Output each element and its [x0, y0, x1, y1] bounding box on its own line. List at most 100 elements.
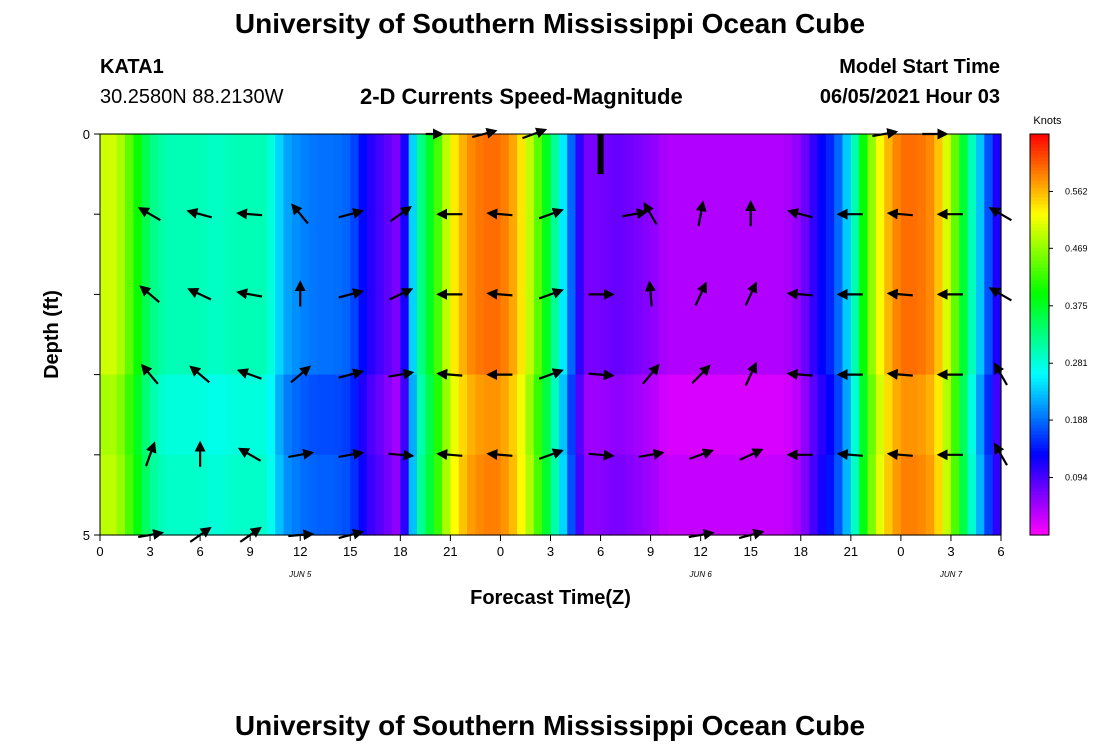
- colorbar-segment: [1030, 504, 1049, 509]
- heatmap-cell: [300, 454, 310, 536]
- heatmap-cell: [300, 134, 310, 215]
- heatmap-cell: [859, 134, 869, 215]
- colorbar-segment: [1030, 448, 1049, 453]
- x-axis-title: Forecast Time(Z): [470, 587, 631, 609]
- heatmap-cell: [884, 134, 894, 215]
- heatmap-cell: [967, 294, 977, 376]
- heatmap-cell: [884, 454, 894, 536]
- heatmap-cell: [467, 214, 477, 295]
- colorbar-segment: [1030, 481, 1049, 486]
- colorbar-segment: [1030, 184, 1049, 189]
- heatmap-cell: [825, 374, 835, 456]
- heatmap-cell: [283, 294, 293, 376]
- heatmap-cell: [734, 374, 743, 456]
- current-vector-arrow: [338, 288, 365, 299]
- heatmap-cell: [425, 214, 435, 295]
- heatmap-cell: [950, 374, 960, 456]
- heatmap-cell: [842, 134, 852, 215]
- colorbar-segment: [1030, 154, 1049, 158]
- colorbar-segment: [1030, 254, 1049, 259]
- x-tick-label: 0: [897, 544, 904, 559]
- heatmap-cell: [892, 294, 902, 376]
- colorbar-segment: [1030, 314, 1049, 319]
- heatmap-cell: [583, 134, 593, 215]
- colorbar-tick-label: 0.188: [1065, 415, 1088, 425]
- heatmap-cell: [391, 214, 401, 295]
- heatmap-cell: [809, 214, 819, 295]
- heatmap-cell: [558, 214, 568, 295]
- colorbar-segment: [1030, 210, 1049, 215]
- heatmap-cell: [884, 294, 894, 376]
- colorbar-segment: [1030, 518, 1049, 523]
- heatmap-cell: [250, 454, 260, 536]
- colorbar-segment: [1030, 304, 1049, 309]
- heatmap-cell: [241, 454, 251, 536]
- colorbar-segment: [1030, 397, 1049, 402]
- colorbar-segment: [1030, 411, 1049, 416]
- heatmap-cell: [425, 374, 435, 456]
- heatmap-cell: [108, 134, 118, 215]
- heatmap-cell: [683, 294, 693, 376]
- heatmap-cell: [767, 214, 777, 295]
- colorbar-unit-label: Knots: [1033, 115, 1062, 127]
- heatmap-cell: [875, 454, 885, 536]
- current-vector-arrow: [538, 207, 564, 220]
- colorbar-segment: [1030, 458, 1049, 463]
- heatmap-cell: [358, 214, 368, 295]
- heatmap-cell: [316, 214, 326, 295]
- heatmap-cell: [658, 454, 668, 536]
- heatmap-cell: [166, 214, 176, 295]
- heatmap-cell: [517, 374, 527, 456]
- heatmap-cell: [266, 294, 276, 376]
- heatmap-cell: [116, 214, 126, 295]
- heatmap-cell: [642, 134, 652, 215]
- heatmap-cell: [892, 374, 902, 456]
- heatmap-cell: [658, 214, 668, 295]
- heatmap-cell: [400, 374, 410, 456]
- current-vector-arrow: [140, 363, 159, 385]
- heatmap-cell: [408, 374, 418, 456]
- colorbar-segment: [1030, 264, 1049, 269]
- colorbar-segment: [1030, 271, 1049, 275]
- colorbar-segment: [1030, 147, 1049, 152]
- heatmap-cell: [542, 134, 552, 215]
- heatmap-cell: [900, 294, 910, 376]
- heatmap-cell: [366, 374, 376, 456]
- heatmap-cell: [625, 214, 635, 295]
- heatmap-cell: [775, 294, 785, 376]
- heatmap-cell: [917, 454, 927, 536]
- heatmap-cell: [867, 214, 877, 295]
- heatmap-cell: [141, 294, 151, 376]
- heatmap-cell: [325, 214, 335, 295]
- heatmap-cell: [583, 374, 593, 456]
- heatmap-cell: [842, 214, 852, 295]
- heatmap-cell: [508, 374, 518, 456]
- x-tick-label: 6: [597, 544, 604, 559]
- colorbar-segment: [1030, 468, 1049, 473]
- heatmap-cell: [725, 374, 735, 456]
- heatmap-cell: [984, 374, 994, 456]
- colorbar-segment: [1030, 367, 1049, 372]
- heatmap-cell: [650, 134, 660, 215]
- current-vector-arrow: [621, 208, 648, 220]
- heatmap-cell: [208, 454, 218, 536]
- heatmap-cell: [150, 294, 159, 376]
- speed-heatmap: [100, 134, 1002, 536]
- heatmap-cell: [767, 454, 777, 536]
- current-vector-arrow: [436, 449, 463, 461]
- heatmap-cell: [475, 374, 485, 456]
- heatmap-cell: [333, 454, 343, 536]
- heatmap-cell: [533, 294, 543, 376]
- heatmap-cell: [608, 134, 618, 215]
- heatmap-cell: [700, 454, 710, 536]
- heatmap-cell: [950, 294, 960, 376]
- colorbar-segment: [1030, 174, 1049, 179]
- heatmap-cell: [859, 214, 869, 295]
- current-vector-arrow: [237, 447, 262, 462]
- heatmap-cell: [675, 294, 685, 376]
- heatmap-cell: [617, 134, 627, 215]
- heatmap-cell: [333, 374, 343, 456]
- heatmap-cell: [116, 454, 126, 536]
- colorbar-tick-label: 0.094: [1065, 473, 1088, 483]
- heatmap-cell: [992, 454, 1002, 536]
